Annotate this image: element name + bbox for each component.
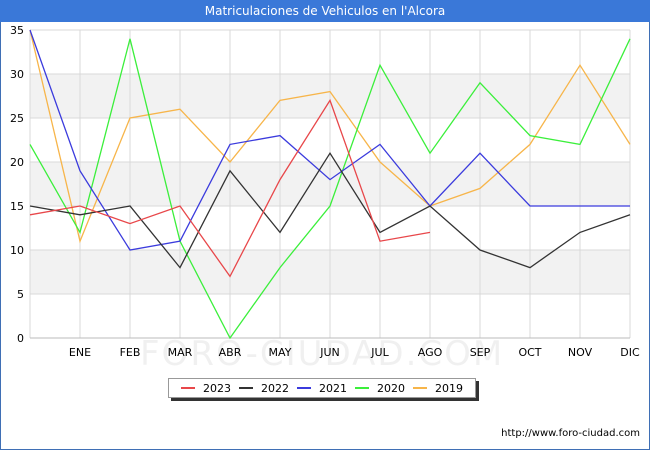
legend-swatch bbox=[239, 387, 253, 389]
legend-swatch bbox=[181, 387, 195, 389]
y-tick-label: 10 bbox=[10, 244, 24, 257]
legend-label: 2020 bbox=[377, 381, 405, 395]
legend-item-2020: 2020 bbox=[355, 382, 405, 395]
x-tick-label: MAY bbox=[269, 346, 292, 359]
series-line-2022 bbox=[29, 151, 631, 269]
legend-swatch bbox=[297, 387, 311, 389]
series-line-2020 bbox=[29, 38, 631, 340]
legend-swatch bbox=[355, 387, 369, 389]
legend-item-2022: 2022 bbox=[239, 382, 289, 395]
x-tick-label: DIC bbox=[620, 346, 640, 359]
chart-title: Matriculaciones de Vehiculos en l'Alcora bbox=[0, 0, 650, 22]
y-tick-label: 15 bbox=[10, 200, 24, 213]
x-tick-label: JUL bbox=[370, 346, 389, 359]
x-tick-label: NOV bbox=[568, 346, 593, 359]
series-line-2021 bbox=[29, 29, 630, 251]
x-tick-label: AGO bbox=[418, 346, 443, 359]
series-line-2019 bbox=[29, 29, 631, 244]
x-tick-label: MAR bbox=[168, 346, 193, 359]
y-tick-label: 35 bbox=[10, 24, 24, 37]
y-tick-label: 20 bbox=[10, 156, 24, 169]
legend-label: 2019 bbox=[435, 381, 463, 395]
y-tick-label: 25 bbox=[10, 112, 24, 125]
y-tick-label: 0 bbox=[17, 332, 24, 345]
legend-item-2021: 2021 bbox=[297, 382, 347, 395]
series-lines bbox=[29, 29, 631, 340]
legend-item-2023: 2023 bbox=[181, 382, 231, 395]
legend: 2023 2022 2021 2020 2019 bbox=[168, 378, 476, 398]
legend-item-2019: 2019 bbox=[413, 382, 463, 395]
x-tick-label: OCT bbox=[518, 346, 541, 359]
legend-label: 2023 bbox=[203, 381, 231, 395]
x-tick-label: ABR bbox=[219, 346, 242, 359]
legend-label: 2021 bbox=[319, 381, 347, 395]
legend-label: 2022 bbox=[261, 381, 289, 395]
watermark-text: FORO-CIUDAD.COM bbox=[140, 334, 505, 374]
axes: 0 5 10 15 20 25 30 35 ENE FEB MAR ABR MAY JUN JUL AGO SE… bbox=[10, 24, 640, 359]
legend-swatch bbox=[413, 387, 427, 389]
x-tick-label: FEB bbox=[120, 346, 141, 359]
x-tick-label: SEP bbox=[470, 346, 491, 359]
series-line-2023 bbox=[29, 98, 431, 278]
y-tick-label: 5 bbox=[17, 288, 24, 301]
x-tick-label: ENE bbox=[69, 346, 91, 359]
x-tick-label: JUN bbox=[319, 346, 340, 359]
y-tick-label: 30 bbox=[10, 68, 24, 81]
footer-url[interactable]: http://www.foro-ciudad.com bbox=[501, 428, 640, 439]
